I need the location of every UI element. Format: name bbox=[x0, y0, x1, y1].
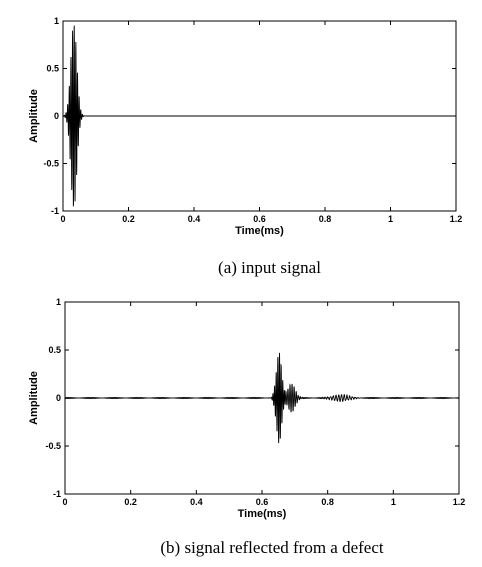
y-tick-label: 1 bbox=[56, 297, 61, 307]
x-tick-label: 0.8 bbox=[319, 214, 332, 224]
chart-panel-reflected-signal: 0 0.2 0.4 0.6 0.8 1 1.2 -1 -0.5 0 0.5 1 Time(ms) Ampl… bbox=[28, 297, 465, 557]
series-line-0 bbox=[62, 25, 456, 207]
x-tick-label: 1.2 bbox=[450, 214, 463, 224]
y-axis-label: Amplitude bbox=[28, 89, 40, 143]
y-tick-label: -1 bbox=[53, 489, 61, 499]
figure-caption: (b) signal reflected from a defect bbox=[160, 538, 384, 557]
y-tick-label: 0 bbox=[54, 111, 59, 121]
x-tick-label: 0.8 bbox=[321, 497, 334, 507]
x-axis-label: Time(ms) bbox=[235, 225, 284, 237]
x-tick-label: 0.6 bbox=[256, 497, 269, 507]
y-tick-label: -0.5 bbox=[43, 159, 59, 169]
x-tick-label: 0 bbox=[60, 214, 65, 224]
series-line-0 bbox=[64, 352, 460, 444]
x-tick-label: 1 bbox=[391, 497, 396, 507]
chart-panel-input-signal: 0 0.2 0.4 0.6 0.8 1 1.2 -1 -0.5 0 0.5 1 Time(ms) Ampl… bbox=[28, 16, 462, 277]
y-tick-label: 0 bbox=[56, 393, 61, 403]
y-tick-label: 0.5 bbox=[48, 345, 61, 355]
y-tick-label: 1 bbox=[54, 16, 59, 26]
x-tick-label: 0 bbox=[62, 497, 67, 507]
y-tick-label: -0.5 bbox=[45, 441, 61, 451]
y-axis-label: Amplitude bbox=[28, 371, 40, 425]
x-tick-label: 1 bbox=[388, 214, 393, 224]
y-tick-label: 0.5 bbox=[46, 64, 59, 74]
figure-caption: (a) input signal bbox=[218, 258, 321, 277]
x-axis-label: Time(ms) bbox=[238, 508, 287, 520]
x-tick-label: 0.2 bbox=[124, 497, 137, 507]
y-tick-label: -1 bbox=[51, 206, 59, 216]
x-tick-label: 0.4 bbox=[190, 497, 203, 507]
x-tick-label: 0.4 bbox=[188, 214, 201, 224]
x-tick-label: 0.6 bbox=[253, 214, 266, 224]
x-tick-label: 0.2 bbox=[122, 214, 135, 224]
x-tick-label: 1.2 bbox=[453, 497, 466, 507]
